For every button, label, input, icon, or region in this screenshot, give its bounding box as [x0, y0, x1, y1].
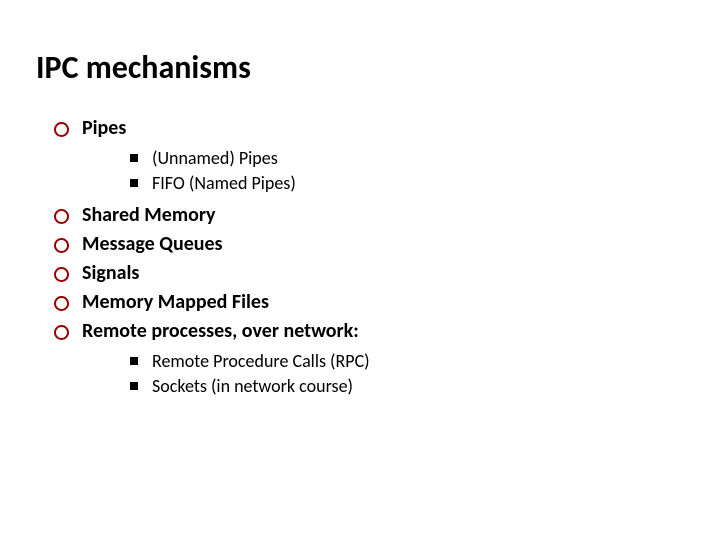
list-item-label: Pipes	[82, 116, 126, 140]
list-item-label: Remote processes, over network:	[82, 319, 359, 343]
list-item-label: Signals	[82, 261, 139, 285]
bullet-list-level1: Pipes (Unnamed) Pipes FIFO (Named Pipes)…	[36, 115, 684, 398]
list-item: Remote Procedure Calls (RPC)	[130, 349, 684, 373]
list-item-label: FIFO (Named Pipes)	[152, 172, 296, 194]
list-item: Sockets (in network course)	[130, 374, 684, 398]
list-item: Memory Mapped Files	[54, 289, 684, 316]
list-item-label: Remote Procedure Calls (RPC)	[152, 350, 370, 372]
slide-title: IPC mechanisms	[36, 48, 684, 87]
list-item-label: (Unnamed) Pipes	[152, 147, 278, 169]
list-item: Message Queues	[54, 231, 684, 258]
list-item: Signals	[54, 260, 684, 287]
list-item: Shared Memory	[54, 202, 684, 229]
list-item-label: Shared Memory	[82, 203, 216, 227]
list-item-label: Sockets (in network course)	[152, 375, 353, 397]
list-item-label: Message Queues	[82, 232, 223, 256]
list-item-label: Memory Mapped Files	[82, 290, 269, 314]
list-item: (Unnamed) Pipes	[130, 146, 684, 170]
bullet-list-level2: Remote Procedure Calls (RPC) Sockets (in…	[82, 349, 684, 399]
list-item: Remote processes, over network: Remote P…	[54, 318, 684, 399]
bullet-list-level2: (Unnamed) Pipes FIFO (Named Pipes)	[82, 146, 684, 196]
list-item: Pipes (Unnamed) Pipes FIFO (Named Pipes)	[54, 115, 684, 196]
list-item: FIFO (Named Pipes)	[130, 171, 684, 195]
